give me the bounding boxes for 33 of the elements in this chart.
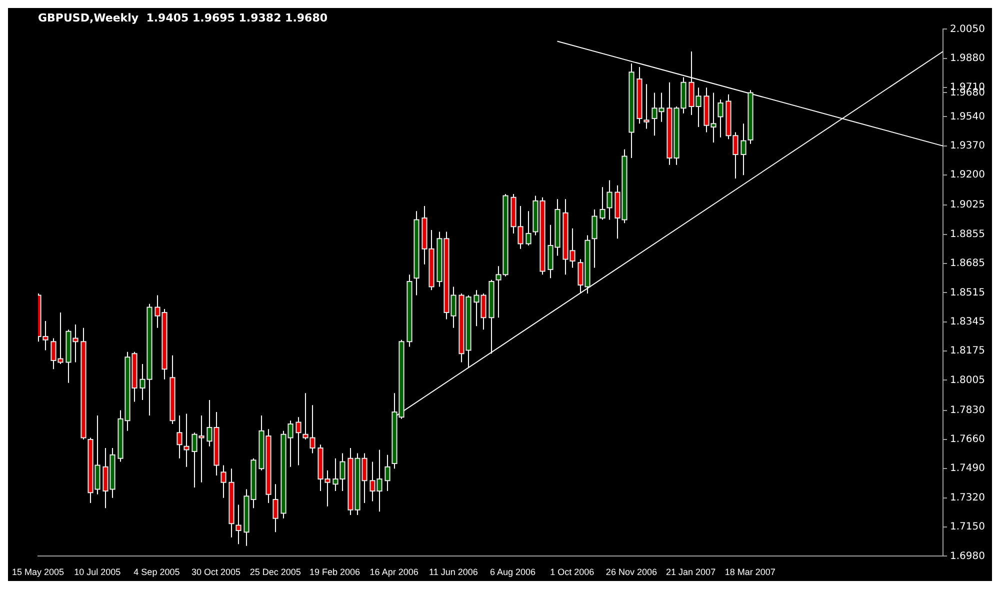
y-tick-label: 1.8345 xyxy=(950,316,986,328)
y-tick-label: 1.9680 xyxy=(950,87,986,98)
y-tick-label: 1.6980 xyxy=(950,550,986,562)
y-tick-label: 1.8005 xyxy=(950,374,986,386)
chart-title: GBPUSD,Weekly 1.9405 1.9695 1.9382 1.9680 xyxy=(38,11,328,24)
y-tick-label: 1.7660 xyxy=(950,434,986,446)
y-tick-label: 1.9880 xyxy=(950,52,986,64)
x-tick-label: 4 Sep 2005 xyxy=(134,567,180,578)
x-tick-label: 16 Apr 2006 xyxy=(370,567,418,578)
x-tick-label: 19 Feb 2006 xyxy=(309,567,360,578)
x-tick-label: 15 May 2005 xyxy=(12,567,64,578)
y-tick-label: 1.7830 xyxy=(950,404,986,416)
y-tick-label: 1.9370 xyxy=(950,140,986,152)
x-tick-label: 21 Jan 2007 xyxy=(666,567,716,578)
y-tick-label: 1.8685 xyxy=(950,258,986,270)
y-tick-label: 1.7150 xyxy=(950,522,986,533)
y-tick-label: 1.9200 xyxy=(950,170,986,181)
x-tick-label: 26 Nov 2006 xyxy=(606,567,657,578)
x-tick-label: 25 Dec 2005 xyxy=(250,567,301,578)
x-tick-label: 1 Oct 2006 xyxy=(550,567,594,578)
x-tick-label: 18 Mar 2007 xyxy=(724,567,776,578)
y-tick-label: 2.0050 xyxy=(950,24,986,35)
y-tick-label: 1.7490 xyxy=(950,463,986,474)
x-tick-label: 11 Jun 2006 xyxy=(428,567,478,578)
x-tick-label: 6 Aug 2006 xyxy=(490,567,536,578)
y-tick-label: 1.8515 xyxy=(950,287,986,298)
y-tick-label: 1.8855 xyxy=(950,228,986,240)
y-tick-label: 1.9540 xyxy=(950,111,986,122)
y-tick-label: 1.9025 xyxy=(950,200,986,211)
x-tick-label: 10 Jul 2005 xyxy=(74,567,121,578)
y-tick-label: 1.7320 xyxy=(950,492,986,504)
x-tick-label: 30 Oct 2005 xyxy=(192,567,241,578)
y-tick-label: 1.8175 xyxy=(950,346,986,357)
